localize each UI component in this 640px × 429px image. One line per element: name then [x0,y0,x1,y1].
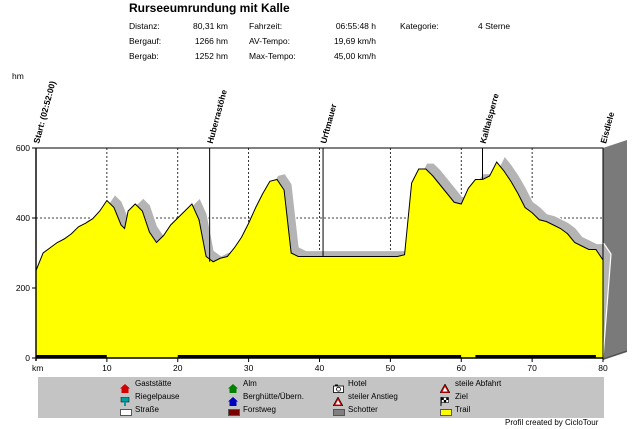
legend-label: Hotel [348,379,367,388]
waypoint-label: Urftmauer [318,102,338,144]
surface-segment [461,355,476,358]
x-tick-label: 70 [527,363,537,373]
legend-label: Berghütte/Übern. [243,392,304,401]
legend-panel: Gaststätte Alm Hotel steile Abfahrt Riegelpa… [38,377,604,418]
y-tick-label: 0 [25,353,30,363]
y-tick-label: 400 [16,213,30,223]
stat-category-value: 4 Sterne [478,21,511,31]
stat-avg-speed-label: AV-Tempo: [249,36,290,46]
stat-ascent-value: 1266 hm [194,36,228,46]
gray-road-icon [333,409,345,416]
stat-max-speed-label: Max-Tempo: [249,51,296,61]
legend-label: Forstweg [243,405,276,414]
x-tick-label: 30 [244,363,254,373]
stat-descent-value: 1252 hm [194,51,228,61]
y-axis-label: hm [12,71,24,81]
stat-ascent-label: Bergauf: [129,36,162,46]
flag-icon [440,393,449,406]
legend-label: Gaststätte [135,379,172,388]
blue-marker-icon [120,393,130,406]
surface-segment [475,355,596,358]
legend-label: Trail [455,405,471,414]
credit-text: Profil created by CicloTour [505,418,599,427]
camera-icon [333,380,344,393]
chart-bottom-strip [36,355,596,358]
green-house-icon [228,380,238,393]
y-tick-label: 200 [16,283,30,293]
red-triangle-icon [439,380,451,394]
legend-label: Alm [243,379,257,388]
stat-time-label: Fahrzeit: [249,21,283,31]
surface-segment [106,355,178,358]
stat-distance-label: Distanz: [129,21,160,31]
chart-3d-side [603,140,627,360]
stat-category-label: Kategorie: [400,21,439,31]
red-triangle-icon [332,393,344,407]
x-tick-label: 10 [102,363,112,373]
waypoint-label: Start: (02:52:00) [31,80,57,145]
stat-max-speed-value: 45,00 km/h [333,51,376,61]
legend-label: Ziel [455,392,468,401]
legend-label: steile Abfahrt [455,379,502,388]
legend-label: Straße [135,405,160,414]
stat-descent-label: Bergab: [129,51,159,61]
elevation-chart: 0 200 400 600 10 20 30 40 50 60 70 80 Start: (02:52… [12,71,627,373]
legend-label: steiler Anstieg [348,392,398,401]
blue-house-icon [228,393,238,406]
x-axis-label: km [32,363,43,373]
y-tick-label: 600 [16,143,30,153]
stat-distance-value: 80,31 km [193,21,228,31]
elevation-area [35,161,604,359]
white-road-icon [120,409,132,416]
x-tick-label: 80 [598,363,608,373]
yellow-road-icon [440,409,452,416]
red-house-icon [120,380,130,393]
surface-segment [177,355,462,358]
waypoint-label: Huberrastöhe [205,88,229,144]
chart-title: Rurseeumrundung mit Kalle [129,1,290,15]
x-tick-label: 60 [457,363,467,373]
stat-avg-speed-value: 19,69 km/h [333,36,376,46]
darkred-road-icon [228,409,240,416]
stat-time-value: 06:55:48 h [335,21,376,31]
x-tick-label: 40 [315,363,325,373]
chart-side-edge [603,350,627,360]
x-tick-label: 50 [386,363,396,373]
waypoint-label: Kalltalsperre [478,92,501,145]
chart-area-layer [35,161,604,359]
legend-label: Schotter [348,405,378,414]
legend-label: Riegelpause [135,392,180,401]
chart-side-face [603,140,627,358]
waypoint-label: Eisdiele [598,111,616,145]
surface-segment [36,355,107,358]
x-tick-label: 20 [173,363,183,373]
